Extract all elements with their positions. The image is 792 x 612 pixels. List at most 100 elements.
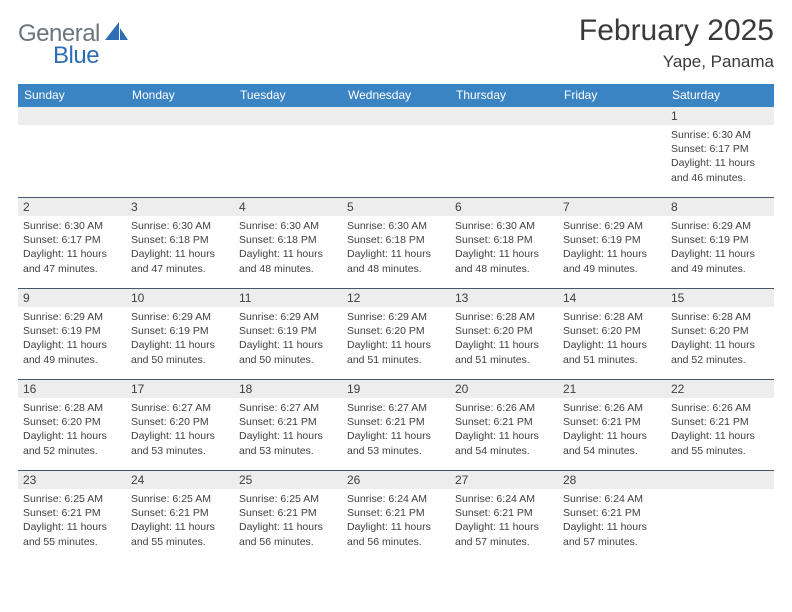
day-sunrise: Sunrise: 6:27 AM <box>239 401 337 415</box>
daynum-row: 10 <box>126 289 234 307</box>
day-sunrise: Sunrise: 6:26 AM <box>455 401 553 415</box>
day-daylight2: and 50 minutes. <box>131 353 229 367</box>
day-sunrise: Sunrise: 6:28 AM <box>563 310 661 324</box>
day-daylight1: Daylight: 11 hours <box>671 338 769 352</box>
calendar-cell: 18Sunrise: 6:27 AMSunset: 6:21 PMDayligh… <box>234 380 342 470</box>
title-block: February 2025 Yape, Panama <box>579 14 774 72</box>
day-header-sunday: Sunday <box>18 84 126 107</box>
day-sunset: Sunset: 6:18 PM <box>347 233 445 247</box>
day-number: 21 <box>558 380 666 398</box>
day-daylight2: and 54 minutes. <box>563 444 661 458</box>
day-number: 18 <box>234 380 342 398</box>
daynum-row <box>18 107 126 125</box>
day-number: 23 <box>18 471 126 489</box>
weeks-container: 1Sunrise: 6:30 AMSunset: 6:17 PMDaylight… <box>18 107 774 561</box>
day-number: 14 <box>558 289 666 307</box>
day-number: 3 <box>126 198 234 216</box>
calendar-cell: 11Sunrise: 6:29 AMSunset: 6:19 PMDayligh… <box>234 289 342 379</box>
day-sunset: Sunset: 6:19 PM <box>563 233 661 247</box>
daynum-row: 6 <box>450 198 558 216</box>
day-daylight1: Daylight: 11 hours <box>347 338 445 352</box>
daynum-row: 24 <box>126 471 234 489</box>
day-sunrise: Sunrise: 6:30 AM <box>239 219 337 233</box>
calendar-cell: 15Sunrise: 6:28 AMSunset: 6:20 PMDayligh… <box>666 289 774 379</box>
day-daylight1: Daylight: 11 hours <box>455 247 553 261</box>
calendar-cell: 27Sunrise: 6:24 AMSunset: 6:21 PMDayligh… <box>450 471 558 561</box>
day-daylight2: and 51 minutes. <box>563 353 661 367</box>
day-body: Sunrise: 6:24 AMSunset: 6:21 PMDaylight:… <box>342 489 450 553</box>
day-body: Sunrise: 6:25 AMSunset: 6:21 PMDaylight:… <box>18 489 126 553</box>
calendar-cell: 2Sunrise: 6:30 AMSunset: 6:17 PMDaylight… <box>18 198 126 288</box>
day-body: Sunrise: 6:30 AMSunset: 6:17 PMDaylight:… <box>666 125 774 189</box>
day-sunrise: Sunrise: 6:30 AM <box>23 219 121 233</box>
day-header-saturday: Saturday <box>666 84 774 107</box>
day-sunset: Sunset: 6:19 PM <box>671 233 769 247</box>
calendar-page: General Blue February 2025 Yape, Panama … <box>0 0 792 612</box>
day-header-row: Sunday Monday Tuesday Wednesday Thursday… <box>18 84 774 107</box>
day-number: 1 <box>666 107 774 125</box>
calendar-cell: 9Sunrise: 6:29 AMSunset: 6:19 PMDaylight… <box>18 289 126 379</box>
calendar-cell <box>666 471 774 561</box>
day-daylight1: Daylight: 11 hours <box>671 156 769 170</box>
day-daylight2: and 52 minutes. <box>671 353 769 367</box>
day-daylight1: Daylight: 11 hours <box>455 338 553 352</box>
day-number: 8 <box>666 198 774 216</box>
calendar-cell <box>342 107 450 197</box>
day-number: 24 <box>126 471 234 489</box>
day-daylight1: Daylight: 11 hours <box>455 429 553 443</box>
day-sunrise: Sunrise: 6:29 AM <box>239 310 337 324</box>
calendar-cell: 22Sunrise: 6:26 AMSunset: 6:21 PMDayligh… <box>666 380 774 470</box>
day-body: Sunrise: 6:27 AMSunset: 6:20 PMDaylight:… <box>126 398 234 462</box>
calendar-cell <box>126 107 234 197</box>
day-body: Sunrise: 6:28 AMSunset: 6:20 PMDaylight:… <box>558 307 666 371</box>
day-daylight2: and 53 minutes. <box>239 444 337 458</box>
day-sunset: Sunset: 6:19 PM <box>239 324 337 338</box>
day-sunrise: Sunrise: 6:28 AM <box>455 310 553 324</box>
day-body: Sunrise: 6:29 AMSunset: 6:19 PMDaylight:… <box>18 307 126 371</box>
day-sunrise: Sunrise: 6:30 AM <box>455 219 553 233</box>
day-sunrise: Sunrise: 6:29 AM <box>563 219 661 233</box>
day-daylight1: Daylight: 11 hours <box>563 247 661 261</box>
day-body: Sunrise: 6:30 AMSunset: 6:17 PMDaylight:… <box>18 216 126 280</box>
day-number: 27 <box>450 471 558 489</box>
daynum-row: 11 <box>234 289 342 307</box>
daynum-row: 20 <box>450 380 558 398</box>
day-body <box>234 125 342 132</box>
day-daylight1: Daylight: 11 hours <box>23 429 121 443</box>
day-daylight2: and 52 minutes. <box>23 444 121 458</box>
day-daylight1: Daylight: 11 hours <box>563 429 661 443</box>
day-sunset: Sunset: 6:18 PM <box>239 233 337 247</box>
day-number: 25 <box>234 471 342 489</box>
day-sunrise: Sunrise: 6:30 AM <box>671 128 769 142</box>
calendar-cell: 8Sunrise: 6:29 AMSunset: 6:19 PMDaylight… <box>666 198 774 288</box>
day-daylight1: Daylight: 11 hours <box>239 520 337 534</box>
daynum-row <box>666 471 774 489</box>
day-daylight1: Daylight: 11 hours <box>347 429 445 443</box>
daynum-row: 17 <box>126 380 234 398</box>
calendar-grid: Sunday Monday Tuesday Wednesday Thursday… <box>18 84 774 561</box>
day-sunset: Sunset: 6:21 PM <box>23 506 121 520</box>
day-daylight2: and 56 minutes. <box>347 535 445 549</box>
day-daylight2: and 49 minutes. <box>23 353 121 367</box>
day-daylight2: and 50 minutes. <box>239 353 337 367</box>
logo: General Blue <box>18 20 129 48</box>
day-number: 17 <box>126 380 234 398</box>
day-sunset: Sunset: 6:21 PM <box>563 506 661 520</box>
day-body: Sunrise: 6:26 AMSunset: 6:21 PMDaylight:… <box>666 398 774 462</box>
logo-word-2: Blue <box>53 42 99 70</box>
daynum-row: 5 <box>342 198 450 216</box>
day-body: Sunrise: 6:26 AMSunset: 6:21 PMDaylight:… <box>558 398 666 462</box>
header: General Blue February 2025 Yape, Panama <box>18 14 774 72</box>
day-number: 2 <box>18 198 126 216</box>
day-body <box>558 125 666 132</box>
day-sunrise: Sunrise: 6:29 AM <box>671 219 769 233</box>
day-daylight2: and 47 minutes. <box>131 262 229 276</box>
day-header-friday: Friday <box>558 84 666 107</box>
day-daylight1: Daylight: 11 hours <box>563 338 661 352</box>
calendar-cell: 23Sunrise: 6:25 AMSunset: 6:21 PMDayligh… <box>18 471 126 561</box>
day-body: Sunrise: 6:28 AMSunset: 6:20 PMDaylight:… <box>450 307 558 371</box>
daynum-row: 12 <box>342 289 450 307</box>
day-number: 26 <box>342 471 450 489</box>
day-number <box>666 471 774 489</box>
daynum-row: 19 <box>342 380 450 398</box>
